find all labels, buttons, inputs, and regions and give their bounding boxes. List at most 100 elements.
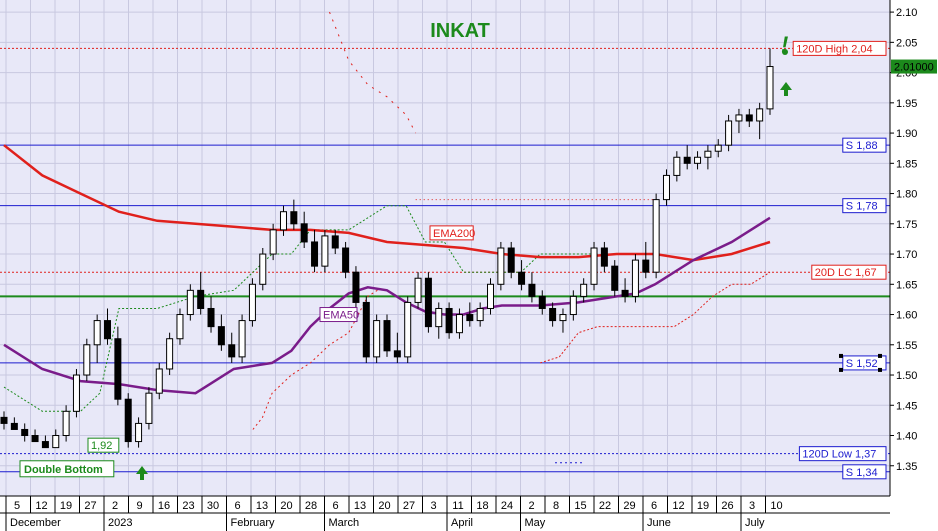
candle-body: [269, 229, 277, 255]
x-day-label: 27: [84, 500, 96, 512]
level-label-box-lc20: [811, 264, 887, 280]
candle-body: [414, 277, 422, 303]
x-day-label: 13: [354, 500, 366, 512]
up-arrow-icon: [136, 466, 148, 480]
candle-body: [311, 241, 319, 267]
x-day-label: 15: [574, 500, 586, 512]
level-label-box-s134: [842, 464, 887, 480]
candle-body: [155, 368, 163, 394]
candle-body: [41, 441, 49, 449]
y-tick-label: 1.65: [896, 279, 917, 291]
x-day-label: 13: [256, 500, 268, 512]
candle-body: [362, 301, 370, 358]
x-day-label: 24: [501, 500, 513, 512]
candle-body: [642, 259, 650, 273]
candle-body: [228, 344, 236, 358]
candle-body: [331, 235, 339, 249]
level-label-box-high120: [792, 40, 887, 56]
x-day-label: 6: [234, 500, 240, 512]
x-day-label: 30: [207, 500, 219, 512]
candle-body: [186, 289, 194, 316]
candle-body: [725, 120, 733, 146]
y-tick-label: 1.70: [896, 249, 917, 261]
x-day-label: 20: [378, 500, 390, 512]
candle-body: [373, 320, 381, 358]
x-month-label: April: [451, 517, 473, 529]
x-month-label: June: [647, 517, 671, 529]
y-tick-label: 1.80: [896, 189, 917, 201]
x-day-label: 3: [749, 500, 755, 512]
candle-body: [248, 283, 256, 322]
candle-body: [435, 307, 443, 328]
level-label-s178: S 1,78: [846, 201, 878, 213]
ema50-line: [3, 216, 771, 395]
y-tick-label: 1.40: [896, 431, 917, 443]
candle-body: [321, 235, 329, 267]
candle-body: [124, 398, 132, 443]
candle-body: [197, 289, 205, 309]
candle-body: [518, 271, 526, 285]
level-label-box-low120: [798, 446, 887, 462]
candle-body: [621, 289, 629, 297]
candle-body: [590, 247, 598, 285]
candle-body: [559, 314, 567, 322]
y-axis: 2.102.052.001.951.901.851.801.751.701.65…: [889, 0, 937, 496]
candle-body: [507, 247, 515, 273]
candle-body: [756, 108, 764, 122]
value-192-label: 1,92: [91, 440, 112, 452]
candle-body: [466, 314, 474, 322]
candle-body: [10, 422, 18, 430]
x-day-label: 9: [136, 500, 142, 512]
y-tick-label: 1.45: [896, 400, 917, 412]
candle-body: [714, 144, 722, 152]
chart-title: INKAT: [430, 20, 490, 42]
candle-body: [694, 156, 702, 164]
candle-body: [290, 211, 298, 225]
candle-body: [683, 156, 691, 164]
plot-background: [0, 0, 890, 496]
x-day-label: 19: [60, 500, 72, 512]
x-month-label: 2023: [108, 517, 132, 529]
candle-body: [424, 277, 432, 328]
stop-line-red-up: [252, 289, 378, 430]
candle-body: [404, 301, 412, 358]
candle-body: [352, 271, 360, 303]
x-day-label: 5: [14, 500, 20, 512]
candle-body: [52, 435, 60, 449]
level-label-box-s152: [842, 355, 887, 371]
double-bottom-box: [19, 460, 115, 478]
candle-body: [569, 295, 577, 316]
ema200-label: EMA200: [433, 228, 475, 240]
candle-body: [487, 283, 495, 309]
candle-body: [176, 314, 184, 340]
x-day-label: 2: [528, 500, 534, 512]
levels: [0, 47, 890, 473]
candle-body: [0, 416, 8, 424]
x-day-label: 20: [280, 500, 292, 512]
candle-body: [300, 223, 308, 243]
candle-body: [114, 338, 122, 400]
y-tick-label: 1.90: [896, 128, 917, 140]
candle-body: [538, 295, 546, 309]
candles: [0, 48, 774, 449]
x-month-label: July: [745, 517, 765, 529]
level-label-high120: 120D High 2,04: [796, 43, 872, 55]
candle-body: [445, 307, 453, 334]
y-tick-label: 1.60: [896, 310, 917, 322]
candle-body: [673, 156, 681, 176]
candle-body: [528, 283, 536, 297]
ema200-line: [3, 144, 771, 262]
level-label-box-s178: [842, 198, 887, 214]
candle-body: [383, 320, 391, 352]
y-tick-label: 1.75: [896, 219, 917, 231]
candle-body: [580, 283, 588, 297]
candle-body: [279, 211, 287, 231]
candle-body: [166, 338, 174, 370]
x-day-label: 18: [476, 500, 488, 512]
ema-lines: [3, 144, 771, 395]
x-day-label: 23: [182, 500, 194, 512]
candle-body: [72, 374, 80, 412]
ema50-label: EMA50: [323, 310, 359, 322]
candle-body: [342, 247, 350, 273]
y-tick-label: 1.35: [896, 461, 917, 473]
